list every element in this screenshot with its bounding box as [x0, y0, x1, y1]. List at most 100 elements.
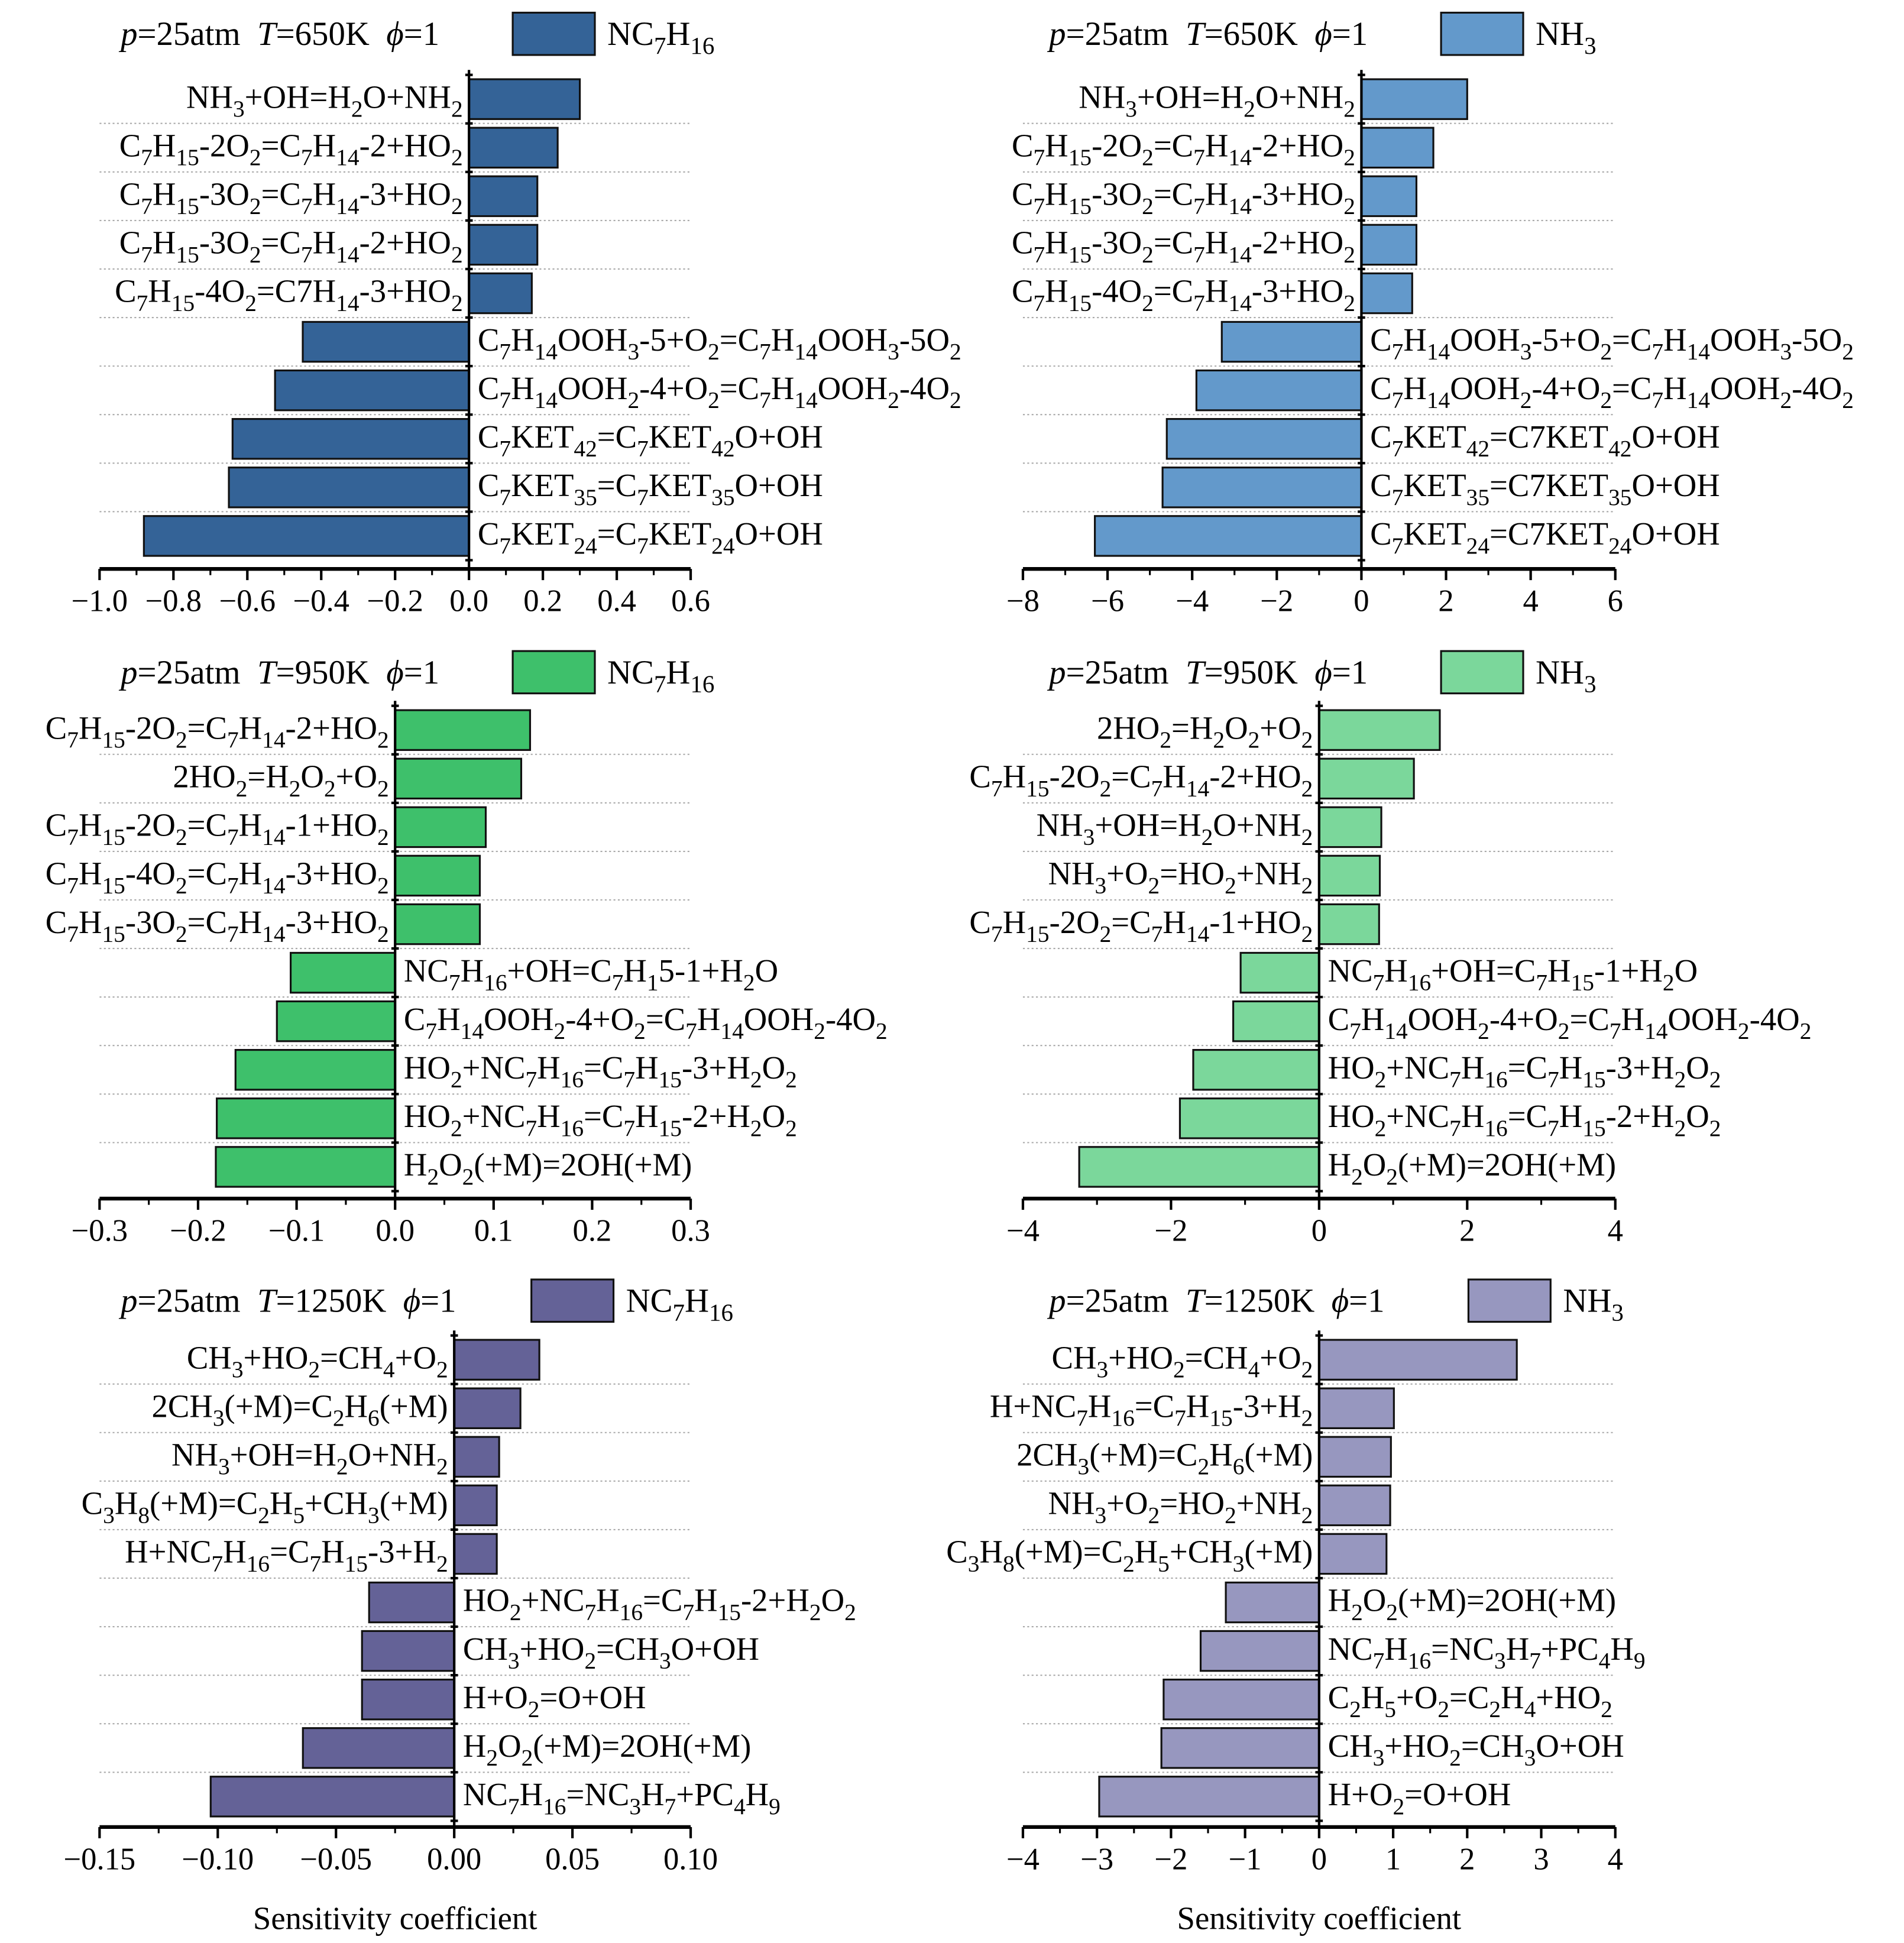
legend-swatch	[511, 11, 596, 56]
legend-swatch	[1440, 650, 1524, 695]
bar-label: HO2​+NC7​H16​=C7​H15​-3+H2​O2​	[404, 1050, 797, 1093]
bar-label: H2​O2​(+M)=2OH(+M)	[1328, 1147, 1616, 1190]
chart-title: p=25atm T=1250K ϕ=1	[1047, 1283, 1384, 1320]
bar-label: C7​H14​OOH3​-5+O2​=C7​H14​OOH3​-5O2​	[478, 322, 961, 365]
bar	[234, 1049, 396, 1091]
bar-label: C7​KET42​=C7KET42​O+OH	[1370, 419, 1720, 462]
bar-label: NC7​H16​+OH=C7​H1​5-1+H2​O	[404, 953, 778, 996]
bar-label: NC7​H16​=NC3​H7​+PC4​H9​	[1328, 1631, 1646, 1674]
bar	[1220, 320, 1362, 363]
chart-panel-4: p=25atm T=950K ϕ=1 NH3​ 2HO2​=H2​O2​+O2​ C7…	[969, 650, 1812, 1248]
x-tick-label: 1	[1385, 1842, 1401, 1876]
bar-label: C7​H15​-2O2​=C7​H14​-2+HO2​	[119, 128, 463, 171]
x-tick-label: −0.4	[293, 584, 349, 618]
bar	[302, 1727, 455, 1769]
bar	[1360, 175, 1418, 218]
bar-label: NC7​H16​+OH=C7​H15​-1+H2​O	[1328, 953, 1698, 996]
bar-label: HO2​+NC7​H16​=C7​H15​-3+H2​O2​	[1328, 1050, 1721, 1093]
bar	[216, 1097, 396, 1139]
bar	[1239, 951, 1320, 994]
bar-label: NH3​+OH=H2​O+NH2​	[1079, 79, 1355, 122]
bar-label: NH3​+OH=H2​O+NH2​	[186, 79, 463, 122]
legend-swatch	[1440, 11, 1524, 56]
chart-title: p=25atm T=1250K ϕ=1	[118, 1283, 456, 1320]
legend-label: NH3​	[1536, 15, 1597, 59]
x-tick-label: −2	[1154, 1842, 1187, 1876]
bar	[394, 709, 532, 751]
bar	[468, 272, 533, 315]
bar	[1094, 515, 1362, 557]
bar-label: 2CH3​(+M)=C2​H6​(+M)	[152, 1388, 448, 1431]
x-tick-label: 4	[1608, 1842, 1623, 1876]
chart-panel-3: p=25atm T=950K ϕ=1 NC7​H16​ C7​H15​-2O2​=C…	[46, 650, 888, 1248]
bar	[1192, 1049, 1320, 1091]
x-tick-label: 0	[1312, 1842, 1327, 1876]
bar	[1161, 467, 1362, 509]
bar-label: NC7​H16​=NC3​H7​+PC4​H9​	[463, 1776, 781, 1819]
x-tick-label: −0.15	[63, 1842, 135, 1876]
bar	[394, 854, 481, 897]
bar	[1195, 369, 1362, 412]
bar-label: NH3​+O2​=HO2​+NH2​	[1048, 1485, 1313, 1529]
chart-panel-5: p=25atm T=1250K ϕ=1 NC7​H16​ CH3​+HO2​=CH4…	[63, 1278, 856, 1936]
bar	[1318, 709, 1441, 751]
x-tick-label: 6	[1608, 584, 1623, 618]
bar-label: HO2​+NC7​H16​=C7​H15​-2+H2​O2​	[463, 1582, 856, 1625]
bar-label: CH3​+HO2​=CH3​O+OH	[463, 1631, 759, 1674]
bar	[228, 467, 470, 509]
chart-title: p=25atm T=650K ϕ=1	[1047, 15, 1368, 53]
legend-label: NC7​H16​	[626, 1283, 733, 1326]
bar-label: H2​O2​(+M)=2OH(+M)	[1328, 1582, 1616, 1625]
x-tick-label: −0.1	[268, 1214, 325, 1248]
legend-label: NC7​H16​	[607, 15, 714, 59]
x-tick-label: 0.10	[663, 1842, 718, 1876]
x-tick-label: 2	[1438, 584, 1453, 618]
bar	[1318, 1484, 1391, 1527]
bar-label: C7​KET24​=C7KET24​O+OH	[1370, 516, 1720, 559]
bar	[468, 224, 539, 266]
bar	[453, 1339, 540, 1381]
bar-label: NH3​+O2​=HO2​+NH2​	[1048, 856, 1313, 899]
bar	[302, 320, 470, 363]
bar-label: 2HO2​=H2​O2​+O2​	[173, 759, 388, 802]
bar	[1318, 806, 1382, 849]
x-tick-label: −0.05	[300, 1842, 372, 1876]
legend-label: NH3​	[1563, 1283, 1624, 1326]
bar	[231, 417, 470, 460]
x-tick-label: 0.3	[671, 1214, 710, 1248]
x-tick-label: 3	[1533, 1842, 1549, 1876]
chart-panel-1: p=25atm T=650K ϕ=1 NC7​H16​ NH3​+OH=H2​O+N…	[72, 11, 961, 618]
x-tick-label: 0.0	[375, 1214, 415, 1248]
x-tick-label: 0.1	[474, 1214, 513, 1248]
bar	[215, 1146, 396, 1188]
bar-label: C7​H14​OOH2​-4+O2​=C7​H14​OOH2​-4O2​	[1328, 1001, 1812, 1044]
bar	[1225, 1581, 1320, 1624]
bar	[1318, 1436, 1392, 1478]
bar-label: HO2​+NC7​H16​=C7​H15​-2+H2​O2​	[1328, 1098, 1721, 1141]
x-tick-label: 4	[1523, 584, 1538, 618]
bar	[453, 1436, 500, 1478]
bar-label: C7​H14​OOH2​-4+O2​=C7​H14​OOH2​-4O2​	[478, 370, 961, 413]
x-tick-label: −0.3	[72, 1214, 128, 1248]
bar-label: C7​KET42​=C7​KET42​O+OH	[478, 419, 823, 462]
bar	[1199, 1630, 1320, 1672]
bar	[394, 757, 523, 800]
bar	[1318, 903, 1380, 945]
bar-label: C7​H15​-3O2​=C7​H14​-3+HO2​	[119, 176, 463, 219]
bar-label: 2HO2​=H2​O2​+O2​	[1097, 710, 1313, 753]
bar-label: C7​H15​-4O2​=C7​H14​-3+HO2​	[1012, 273, 1355, 316]
x-tick-label: 0.05	[545, 1842, 600, 1876]
bar-label: C7​H15​-2O2​=C7​H14​-2+HO2​	[1012, 128, 1355, 171]
x-tick-label: −3	[1080, 1842, 1113, 1876]
bar	[1163, 1678, 1320, 1721]
x-tick-label: 0.6	[671, 584, 710, 618]
x-tick-label: −0.6	[219, 584, 276, 618]
x-tick-label: 2	[1459, 1842, 1475, 1876]
bar-label: C7​H15​-3O2​=C7​H14​-2+HO2​	[1012, 225, 1355, 268]
bar-label: C7​H15​-4O2​=C7​H14​-3+HO2​	[46, 856, 389, 899]
bar	[1318, 854, 1381, 897]
x-tick-label: 0.00	[427, 1842, 481, 1876]
bar	[1318, 1533, 1388, 1575]
x-tick-label: −4	[1006, 1214, 1040, 1248]
